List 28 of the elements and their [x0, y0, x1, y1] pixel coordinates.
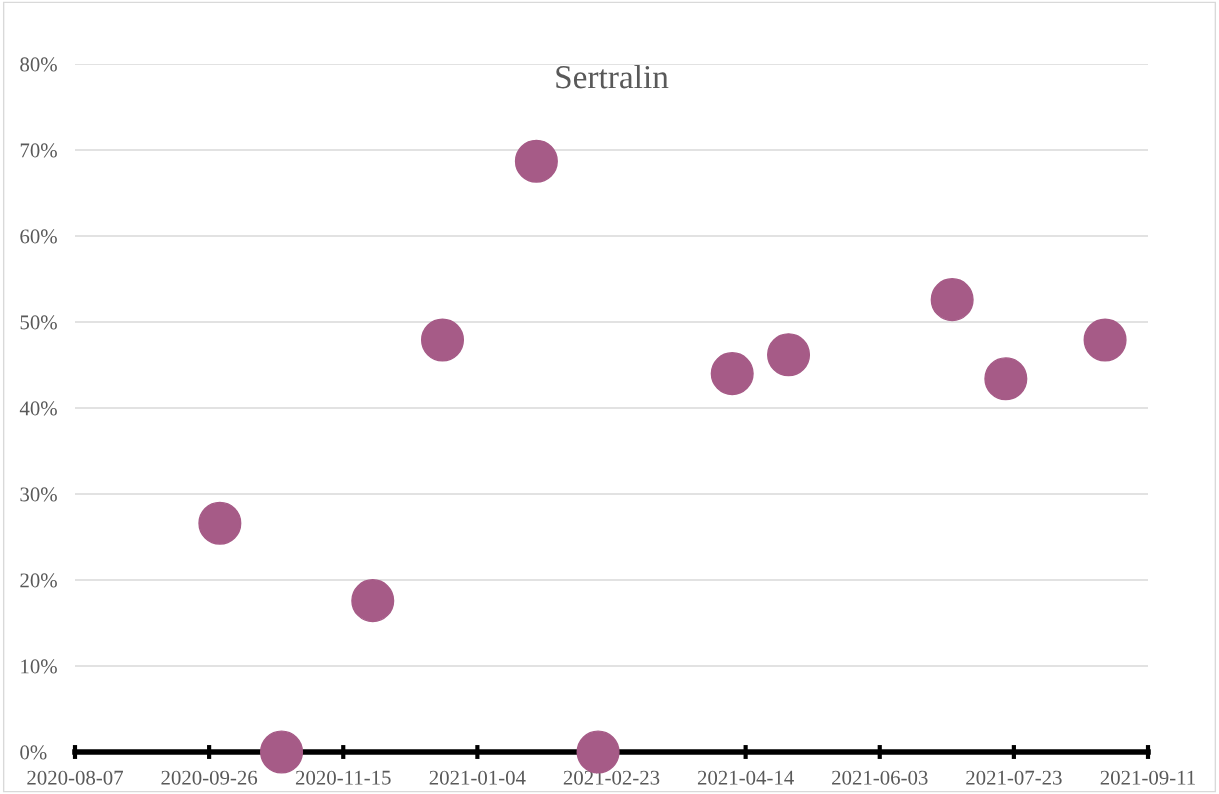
y-tick-label: 10%: [21, 659, 57, 674]
point: [767, 333, 811, 377]
x-tick-label: 2020-11-15: [295, 770, 391, 785]
y-tick-label: 40%: [19, 401, 57, 416]
x-tick-label: 2020-08-07: [27, 770, 124, 785]
point: [198, 501, 242, 545]
x-tick-label: 2021-07-23: [966, 770, 1062, 785]
y-tick-label: 20%: [20, 573, 57, 588]
x-tick-label: 2020-09-26: [161, 770, 258, 785]
point: [420, 318, 465, 362]
x-tick-label: 2021-06-03: [832, 770, 928, 785]
point: [710, 352, 754, 396]
x-tick-label: 2021-09-11: [1100, 770, 1195, 785]
y-tick-label: 80%: [20, 57, 57, 72]
y-tick-label: 0%: [20, 745, 47, 760]
point: [514, 139, 558, 183]
y-tick-label: 60%: [20, 229, 57, 244]
x-tick-label: 2021-01-04: [429, 770, 526, 785]
chart-title: Sertralin: [556, 64, 669, 89]
x-tick-label: 2021-04-14: [697, 770, 794, 785]
point: [984, 357, 1028, 401]
y-tick-label: 70%: [20, 143, 57, 158]
y-tick-label: 30%: [20, 487, 57, 502]
x-tick-label: 2021-02-23: [563, 770, 660, 785]
y-tick-label: 50%: [20, 315, 57, 330]
point: [930, 278, 974, 322]
point: [1083, 318, 1127, 362]
point: [351, 579, 395, 623]
